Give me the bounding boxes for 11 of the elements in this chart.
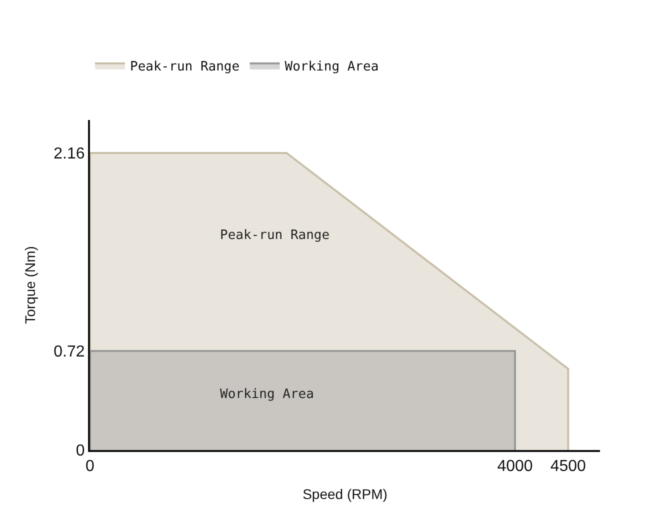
x-tick-label: 4000 [497, 458, 533, 476]
x-tick-label: 4500 [550, 458, 586, 476]
annotation: Working Area [220, 387, 314, 402]
y-axis-title: Torque (Nm) [22, 246, 38, 324]
x-axis-title: Speed (RPM) [302, 486, 388, 502]
y-tick-label: 0.72 [54, 344, 85, 361]
legend-label: Peak-run Range [130, 59, 240, 74]
y-tick-label: 0 [76, 442, 85, 460]
annotation: Peak-run Range [220, 228, 330, 243]
legend-label: Working Area [284, 59, 379, 74]
y-tick-label: 2.16 [54, 146, 85, 163]
